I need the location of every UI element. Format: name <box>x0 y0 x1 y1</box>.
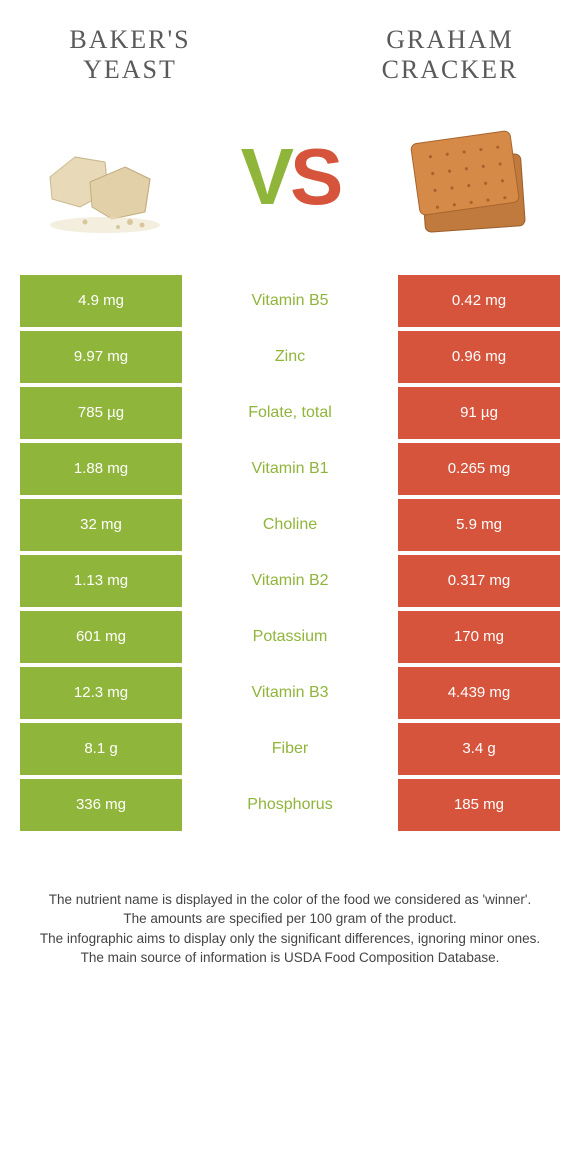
table-row: 4.9 mgVitamin B50.42 mg <box>20 275 560 327</box>
footer-line3: The infographic aims to display only the… <box>30 929 550 949</box>
right-value: 185 mg <box>398 779 560 831</box>
right-value: 4.439 mg <box>398 667 560 719</box>
right-value: 170 mg <box>398 611 560 663</box>
left-value: 1.88 mg <box>20 443 182 495</box>
left-value: 8.1 g <box>20 723 182 775</box>
vs-s: S <box>290 131 339 223</box>
nutrient-name: Potassium <box>182 611 398 663</box>
table-row: 1.88 mgVitamin B10.265 mg <box>20 443 560 495</box>
footer-notes: The nutrient name is displayed in the co… <box>0 835 580 988</box>
footer-line1: The nutrient name is displayed in the co… <box>30 890 550 910</box>
right-title-line1: GRAHAM <box>386 25 514 54</box>
comparison-table: 4.9 mgVitamin B50.42 mg9.97 mgZinc0.96 m… <box>0 275 580 835</box>
nutrient-name: Fiber <box>182 723 398 775</box>
left-food-title: BAKER'S YEAST <box>30 25 230 85</box>
table-row: 1.13 mgVitamin B20.317 mg <box>20 555 560 607</box>
left-value: 4.9 mg <box>20 275 182 327</box>
vs-label: VS <box>241 131 340 223</box>
footer-line2: The amounts are specified per 100 gram o… <box>30 909 550 929</box>
nutrient-name: Choline <box>182 499 398 551</box>
right-value: 0.96 mg <box>398 331 560 383</box>
nutrient-name: Vitamin B3 <box>182 667 398 719</box>
left-value: 12.3 mg <box>20 667 182 719</box>
right-value: 91 µg <box>398 387 560 439</box>
right-value: 0.42 mg <box>398 275 560 327</box>
nutrient-name: Vitamin B1 <box>182 443 398 495</box>
right-value: 3.4 g <box>398 723 560 775</box>
nutrient-name: Phosphorus <box>182 779 398 831</box>
left-value: 601 mg <box>20 611 182 663</box>
table-row: 601 mgPotassium170 mg <box>20 611 560 663</box>
left-value: 9.97 mg <box>20 331 182 383</box>
left-value: 336 mg <box>20 779 182 831</box>
table-row: 785 µgFolate, total91 µg <box>20 387 560 439</box>
left-value: 785 µg <box>20 387 182 439</box>
left-value: 1.13 mg <box>20 555 182 607</box>
footer-line4: The main source of information is USDA F… <box>30 948 550 968</box>
right-title-line2: CRACKER <box>382 55 519 84</box>
table-row: 9.97 mgZinc0.96 mg <box>20 331 560 383</box>
nutrient-name: Vitamin B5 <box>182 275 398 327</box>
left-value: 32 mg <box>20 499 182 551</box>
header: BAKER'S YEAST GRAHAM CRACKER <box>0 0 580 95</box>
right-value: 5.9 mg <box>398 499 560 551</box>
left-title-line1: BAKER'S <box>69 25 190 54</box>
table-row: 32 mgCholine5.9 mg <box>20 499 560 551</box>
table-row: 336 mgPhosphorus185 mg <box>20 779 560 831</box>
left-title-line2: YEAST <box>83 55 177 84</box>
cracker-image <box>390 107 550 247</box>
nutrient-name: Zinc <box>182 331 398 383</box>
right-value: 0.317 mg <box>398 555 560 607</box>
vs-v: V <box>241 131 290 223</box>
right-value: 0.265 mg <box>398 443 560 495</box>
nutrient-name: Vitamin B2 <box>182 555 398 607</box>
table-row: 8.1 gFiber3.4 g <box>20 723 560 775</box>
right-food-title: GRAHAM CRACKER <box>350 25 550 85</box>
table-row: 12.3 mgVitamin B34.439 mg <box>20 667 560 719</box>
hero-row: VS <box>0 95 580 275</box>
nutrient-name: Folate, total <box>182 387 398 439</box>
yeast-image <box>30 107 190 247</box>
